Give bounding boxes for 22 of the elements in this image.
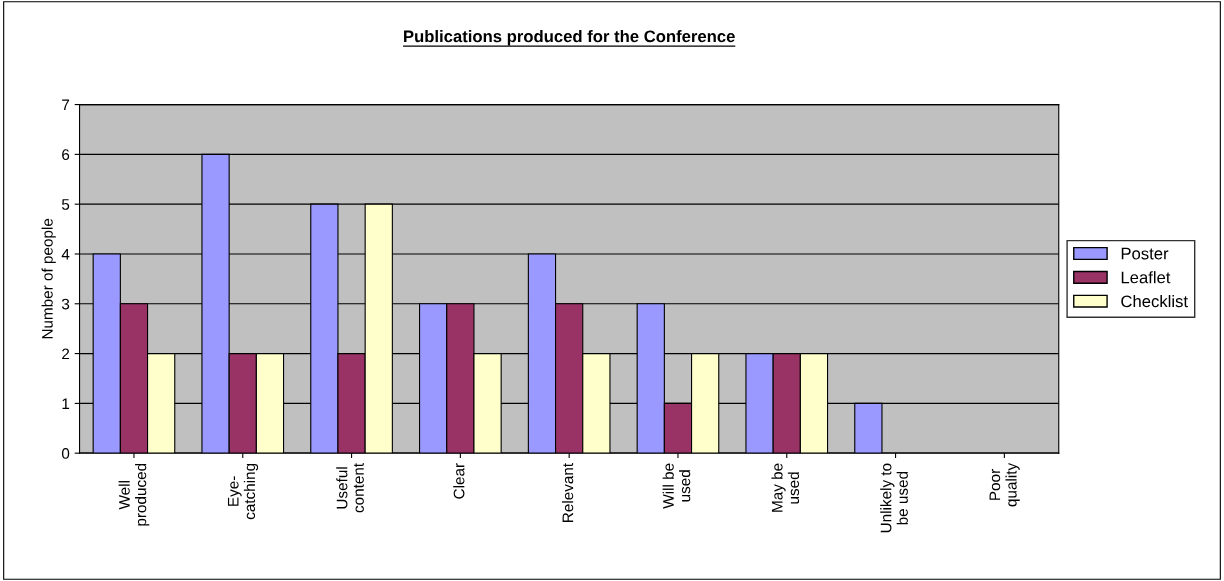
legend-label: Leaflet	[1121, 271, 1171, 284]
x-tick-label: Will be used	[662, 463, 691, 509]
legend-label: Checklist	[1121, 294, 1188, 308]
x-tick-label: Eye- catching	[227, 463, 259, 520]
x-tick-label: Clear	[453, 463, 465, 499]
legend-label: Poster	[1121, 247, 1169, 260]
x-tick-label: Well produced	[118, 463, 150, 526]
x-tick-label: Unlikely to be used	[880, 463, 908, 533]
y-tick-label: 6	[62, 149, 70, 161]
x-tick-label: May be used	[771, 463, 800, 512]
y-tick-label: 4	[61, 249, 70, 260]
y-tick-label: 1	[62, 398, 70, 409]
x-tick-label: Poor quality	[989, 462, 1020, 507]
y-tick-label: 0	[61, 448, 70, 459]
chart-title: Publications produced for the Conference	[404, 30, 735, 46]
y-axis-title: Number of people	[41, 218, 56, 339]
y-tick-label: 5	[61, 199, 70, 210]
y-tick-label: 7	[62, 99, 70, 111]
x-tick-label: Relevant	[562, 463, 574, 522]
y-tick-label: 3	[61, 298, 70, 310]
x-tick-label: Useful content	[336, 463, 364, 513]
y-tick-label: 2	[62, 348, 70, 360]
